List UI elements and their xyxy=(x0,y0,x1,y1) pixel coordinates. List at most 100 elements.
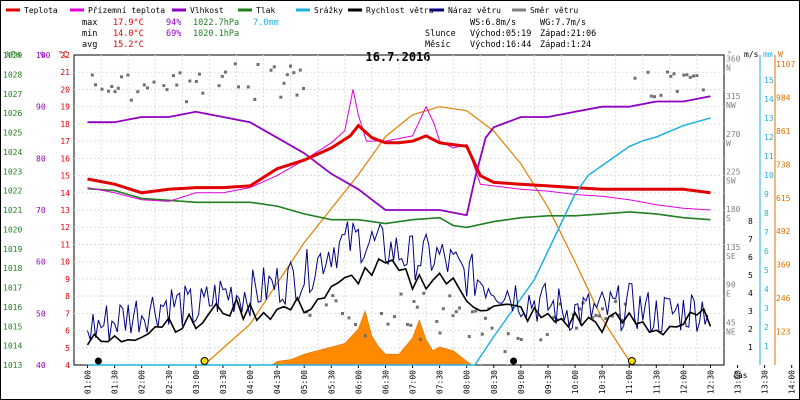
wind-direction-point xyxy=(419,338,422,341)
legend: Teplota Přízemní teplota Vlhkost Tlak Srážky… xyxy=(6,6,578,15)
press-tick-label: 1016 xyxy=(3,303,22,312)
wind-direction-point xyxy=(490,326,494,330)
rain-intensity-fill xyxy=(270,310,474,366)
speed-unit: m/s xyxy=(744,50,759,59)
rain-tick-label: 9 xyxy=(764,190,769,199)
wind-direction-point xyxy=(701,88,705,92)
speed-tick-label: 6 xyxy=(748,253,753,262)
wind-direction-point xyxy=(454,310,458,314)
wind-direction-point xyxy=(415,305,419,309)
wind-direction-point xyxy=(224,70,227,74)
wind-direction-point xyxy=(633,76,637,80)
press-tick-label: 1021 xyxy=(3,206,22,215)
hum-tick-label: 90 xyxy=(36,103,46,112)
wind-direction-point xyxy=(129,98,133,102)
wind-direction-point xyxy=(172,74,175,78)
temp-tick-label: 11 xyxy=(60,240,70,249)
wind-direction-point xyxy=(435,320,439,323)
stats-max-label: max xyxy=(82,18,97,28)
x-tick-label: 09:30 xyxy=(544,370,553,394)
moonset-marker xyxy=(94,357,102,365)
wind-gust-info: WG:7.7m/s xyxy=(540,18,586,28)
wind-direction-point xyxy=(467,335,471,338)
sunrise-marker xyxy=(200,357,209,365)
wind-direction-point xyxy=(120,75,123,79)
wind-direction-point xyxy=(279,95,283,99)
wind-direction-point xyxy=(539,338,543,342)
wind-direction-point xyxy=(100,87,104,91)
solar-radiation xyxy=(203,106,633,366)
dir-tick-label: SE xyxy=(726,252,736,261)
dir-tick-label: 360 xyxy=(726,54,741,63)
wind-direction-point xyxy=(649,94,653,98)
wind-direction-point xyxy=(237,85,240,89)
stats-block: max 17.9°C 94% 1022.7hPa 7.0mm min 14.0°… xyxy=(82,18,279,50)
wind-direction-point xyxy=(474,309,478,313)
wind-direction-point xyxy=(341,312,344,315)
rain-tick-label: 5 xyxy=(764,266,769,275)
x-axis-label: čas xyxy=(733,370,748,380)
wind-gust-line xyxy=(87,221,709,341)
wind-direction-point xyxy=(292,71,296,75)
rain-tick-label: 14 xyxy=(764,95,774,104)
moon-label: Měsíc xyxy=(425,40,451,50)
wind-direction-point xyxy=(282,81,286,85)
x-tick-label: 01:30 xyxy=(111,370,120,394)
temperature-line xyxy=(87,123,711,195)
hum-tick-label: 80 xyxy=(36,154,46,163)
legend-label: Náraz větru xyxy=(448,6,501,15)
wind-direction-point xyxy=(302,87,305,90)
wind-direction-point xyxy=(113,90,117,94)
stats-max-temp: 17.9°C xyxy=(113,18,144,28)
dir-tick-label: W xyxy=(726,139,731,148)
speed-tick-label: 1 xyxy=(748,343,753,352)
press-unit: hPa xyxy=(6,50,21,59)
sol-tick-label: 123 xyxy=(776,328,791,337)
wind-direction-point xyxy=(126,73,130,77)
sun-moon-markers xyxy=(94,357,636,365)
x-tick-label: 11:30 xyxy=(652,370,661,394)
wind-direction-point xyxy=(438,331,442,335)
legend-label: Teplota xyxy=(24,6,58,15)
wind-direction-point xyxy=(692,74,695,78)
temp-tick-label: 20 xyxy=(60,85,70,94)
wind-direction-point xyxy=(617,313,621,317)
wind-direction-point xyxy=(152,80,156,84)
press-tick-label: 1026 xyxy=(3,109,22,118)
wind-direction-point xyxy=(334,299,338,303)
press-tick-label: 1022 xyxy=(3,187,22,196)
rain-tick-label: 12 xyxy=(764,133,774,142)
wind-direction-point xyxy=(386,322,390,326)
chart-title: 16.7.2016 xyxy=(365,50,430,64)
wind-direction-point xyxy=(399,292,403,296)
rain-tick-label: 6 xyxy=(764,247,769,256)
temp-tick-label: 21 xyxy=(60,68,70,77)
stats-min-label: min xyxy=(82,29,97,39)
wind-direction-point xyxy=(458,306,461,310)
wind-direction-point xyxy=(604,317,608,321)
sunset-marker xyxy=(627,357,636,365)
axes: 1013101410151016101710181019102010211022… xyxy=(3,51,797,394)
wind-direction-point xyxy=(409,323,413,327)
press-tick-label: 1024 xyxy=(3,148,22,157)
wind-direction-point xyxy=(653,95,656,99)
wind-speed-line xyxy=(86,257,712,346)
dir-tick-label: 225 xyxy=(726,167,741,176)
wind-direction-point xyxy=(146,86,149,90)
x-tick-label: 06:30 xyxy=(381,370,390,394)
dir-tick-label: NW xyxy=(726,101,736,110)
wind-direction-point xyxy=(451,314,455,318)
wind-direction-point xyxy=(688,75,692,79)
wind-direction-point xyxy=(412,300,416,303)
press-tick-label: 1028 xyxy=(3,70,22,79)
dir-tick-label: NE xyxy=(726,327,736,336)
wind-direction-point xyxy=(363,334,367,338)
rain-tick-label: 7 xyxy=(764,228,769,237)
wind-direction-point xyxy=(620,318,624,322)
precip-cumulative-line xyxy=(87,117,711,366)
rain-tick-label: 4 xyxy=(764,285,769,294)
x-tick-label: 14:00 xyxy=(788,370,797,394)
x-tick-label: 07:00 xyxy=(409,370,418,394)
wind-direction-point xyxy=(672,72,676,76)
